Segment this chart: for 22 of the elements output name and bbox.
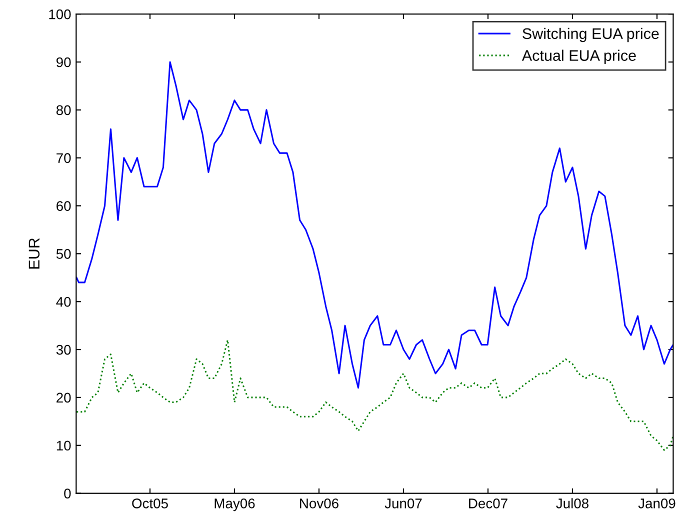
- x-tick-label: Dec07: [469, 498, 508, 508]
- y-tick-label: 80: [56, 105, 71, 116]
- x-tick-label: Oct05: [132, 498, 168, 508]
- x-tick-label: Jul08: [556, 498, 588, 508]
- y-axis-title: EUR: [28, 238, 40, 269]
- x-tick-label: May06: [214, 498, 255, 512]
- y-tick-label: 30: [56, 344, 71, 355]
- y-tick-label: 100: [49, 9, 71, 20]
- y-tick-label: 70: [56, 153, 71, 164]
- y-tick-label: 20: [56, 392, 71, 403]
- legend-label: Actual EUA price: [522, 50, 636, 64]
- y-tick-label: 90: [56, 57, 71, 68]
- x-tick-label: Jan09: [638, 498, 676, 508]
- x-tick-label: Jun07: [384, 498, 422, 508]
- y-tick-label: 40: [56, 296, 71, 307]
- x-tick-label: Nov06: [300, 498, 338, 508]
- y-tick-label: 10: [56, 440, 71, 451]
- line-series: [76, 339, 674, 451]
- y-tick-label: 50: [56, 249, 71, 259]
- y-tick-label: 60: [56, 201, 71, 211]
- y-tick-label: 0: [64, 488, 71, 498]
- legend-label: Switching EUA price: [522, 28, 659, 42]
